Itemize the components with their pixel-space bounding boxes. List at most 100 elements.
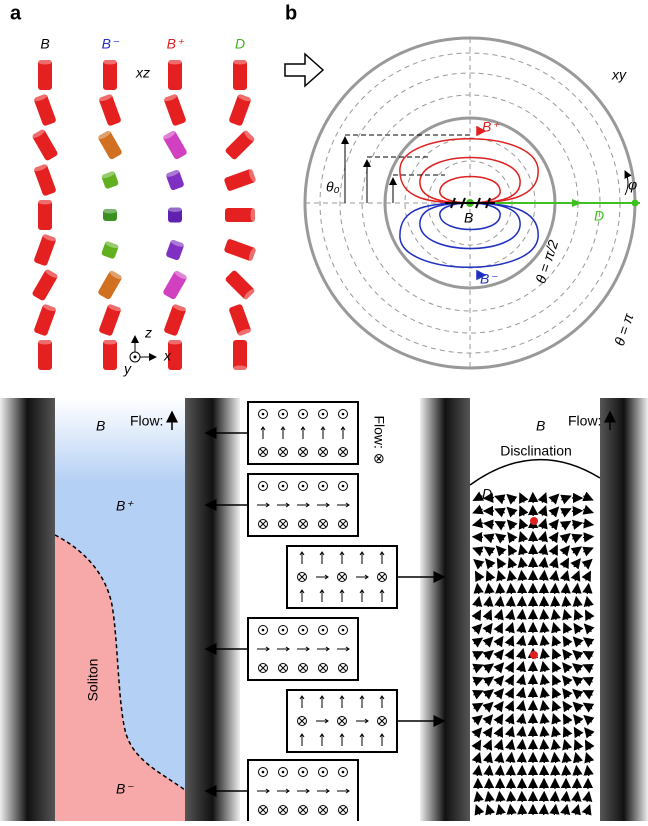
director: [511, 584, 512, 594]
director: [576, 792, 577, 802]
director: [583, 665, 592, 669]
axis-label: y: [123, 361, 132, 377]
cylinder-top: [251, 208, 256, 222]
angle-label: θ₀: [326, 179, 340, 195]
director: [587, 584, 588, 594]
cross-sections: [206, 402, 444, 821]
director: [565, 740, 568, 750]
cylinder-top: [103, 340, 117, 345]
director: [476, 805, 480, 814]
cylinder: [162, 129, 188, 160]
director: [521, 688, 523, 698]
director: [584, 703, 592, 708]
channel-wall: [185, 398, 240, 821]
director: [496, 522, 505, 527]
director: [562, 534, 570, 540]
director: [484, 535, 493, 538]
wall-label: Disclination: [500, 443, 572, 459]
cylinder: [31, 128, 58, 161]
cylinder-top: [168, 60, 182, 65]
director: [488, 792, 490, 802]
director: [587, 792, 589, 802]
director: [544, 610, 545, 620]
director: [509, 558, 513, 567]
cylinder: [97, 129, 123, 160]
director: [562, 521, 571, 526]
director: [473, 548, 482, 551]
defect: [530, 517, 538, 525]
director: [497, 676, 504, 684]
cylinder-top: [38, 200, 52, 205]
cylinder: [162, 269, 188, 300]
angle-label: φ: [628, 177, 637, 193]
director: [553, 546, 557, 555]
director: [474, 560, 482, 566]
director: [509, 663, 514, 672]
cylinder: [224, 129, 255, 160]
director: [486, 715, 493, 723]
cylinder: [168, 60, 182, 91]
director: [542, 506, 545, 515]
director: [555, 792, 556, 802]
director: [475, 728, 482, 736]
wall-label: Soliton: [85, 659, 101, 702]
cylinder-top: [233, 60, 247, 65]
director: [485, 677, 493, 683]
region-label: D: [482, 486, 492, 502]
director-dot: [342, 771, 345, 774]
director: [510, 571, 512, 581]
channel-wall: [600, 398, 648, 821]
director: [521, 649, 523, 659]
disclination-line: [470, 460, 600, 485]
director: [563, 637, 568, 645]
cylinder: [163, 93, 187, 126]
director: [509, 676, 514, 685]
director: [507, 508, 514, 515]
director: [552, 520, 558, 528]
director: [555, 584, 556, 594]
director: [553, 662, 557, 671]
director: [477, 792, 479, 802]
director: [499, 597, 500, 607]
region-label: B: [536, 418, 545, 434]
director: [573, 664, 581, 670]
director: [520, 532, 523, 541]
director: [477, 584, 478, 594]
director: [544, 753, 545, 763]
director: [544, 571, 545, 581]
director: [566, 584, 567, 594]
flow-label: Flow:: [568, 413, 601, 429]
cylinder: [225, 208, 256, 222]
director: [497, 689, 503, 697]
director: [575, 610, 579, 619]
director: [508, 533, 514, 541]
director: [586, 753, 589, 762]
director: [565, 610, 568, 620]
column-label: D: [235, 36, 245, 52]
director: [486, 728, 491, 736]
director: [552, 507, 559, 514]
director: [509, 636, 513, 645]
director: [584, 638, 592, 644]
director: [574, 637, 581, 644]
cylinder: [33, 163, 57, 196]
cylinder: [165, 169, 184, 191]
director: [487, 740, 491, 749]
cylinder-top: [168, 207, 182, 212]
director: [552, 494, 559, 501]
director: [488, 805, 491, 815]
cylinder: [97, 269, 123, 300]
director: [520, 506, 524, 515]
director: [485, 664, 493, 670]
director: [573, 677, 581, 683]
director: [585, 624, 592, 631]
director: [521, 727, 523, 737]
director: [487, 610, 491, 619]
director: [522, 753, 523, 763]
axis-label: z: [144, 325, 152, 341]
director: [477, 597, 479, 607]
director: [565, 597, 566, 607]
director: [553, 636, 557, 645]
loop: [400, 139, 538, 203]
director: [543, 662, 545, 672]
